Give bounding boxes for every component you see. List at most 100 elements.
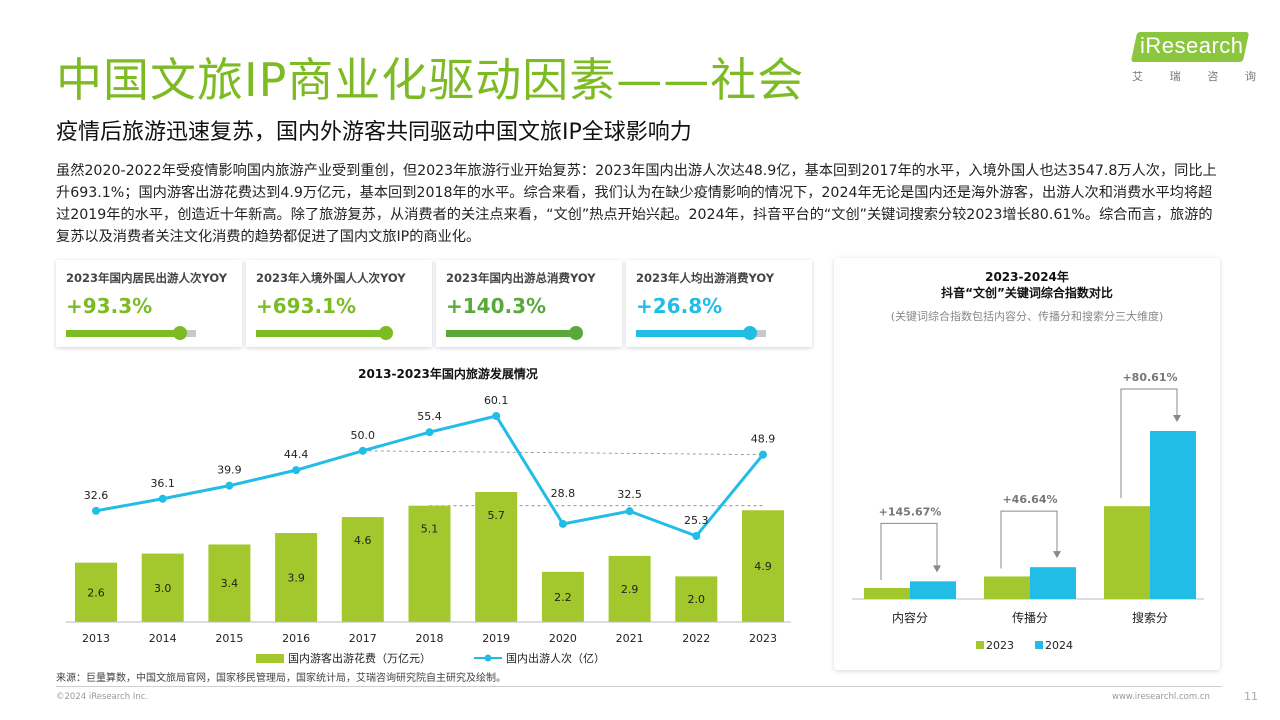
- trips-point: [492, 412, 501, 420]
- annotation-bracket: [880, 522, 938, 580]
- spending-bar: [408, 505, 451, 622]
- spending-bar: [341, 517, 384, 622]
- spending-bar: [275, 533, 318, 622]
- bar-value-label: 2.2: [554, 591, 572, 604]
- trips-value-label: 36.1: [150, 477, 175, 490]
- trips-point: [358, 446, 367, 455]
- reference-line-2017: [362, 450, 764, 456]
- kpi-progress-dot: [379, 326, 393, 340]
- logo-char: 瑞: [1169, 70, 1181, 83]
- trips-point: [92, 506, 100, 515]
- growth-annotation: +80.61%: [1122, 371, 1177, 384]
- bar-2024: [910, 581, 956, 599]
- trips-point: [158, 494, 167, 503]
- logo-char: 艾: [1132, 70, 1143, 83]
- kpi-progress-dot: [743, 326, 758, 340]
- keyword-index-chart: 2023-2024年 抖音“文创”关键词综合指数对比 (关键词综合指数包括内容分…: [852, 269, 1204, 652]
- kpi-progress-dot: [569, 326, 583, 340]
- kpi-card-total-spending: 2023年国内出游总消费YOY +140.3%: [436, 260, 622, 347]
- bar-value-label: 2.6: [87, 586, 105, 599]
- kpi-progress-fill: [446, 330, 576, 337]
- trips-point: [225, 481, 234, 490]
- x-tick-label: 2020: [549, 632, 577, 645]
- bar-value-label: 3.9: [287, 572, 305, 585]
- growth-annotation: +46.64%: [1002, 493, 1057, 506]
- x-tick-label: 2018: [416, 632, 444, 645]
- bar-value-label: 4.9: [754, 560, 772, 573]
- kpi-progress-track: [256, 326, 393, 340]
- x-tick-label: 2016: [282, 632, 310, 645]
- kpi-card-per-capita-spending: 2023年人均出游消费YOY +26.8%: [626, 260, 812, 347]
- tourism-combo-chart: 2013-2023年国内旅游发展情况 2.6 2013 3.0 2014 3.4 2015…: [66, 366, 791, 665]
- x-tick-label: 2022: [682, 632, 710, 645]
- trips-value-label: 28.8: [551, 487, 576, 500]
- kpi-progress-dot: [173, 326, 188, 340]
- trips-value-label: 50.0: [351, 429, 376, 442]
- chart-subtitle: (关键词综合指数包括内容分、传播分和搜索分三大维度): [891, 309, 1164, 323]
- annotation-bracket: [1120, 388, 1178, 499]
- page-title: 中国文旅IP商业化驱动因素——社会: [56, 53, 805, 107]
- footer-divider: [56, 686, 1222, 687]
- growth-annotation: +145.67%: [879, 505, 942, 518]
- trips-point: [759, 450, 767, 459]
- chart-title-line1: 2023-2024年: [985, 269, 1069, 284]
- legend-label-spending: 国内游客出游花费（万亿元）: [288, 651, 431, 665]
- bar-2023: [984, 576, 1030, 599]
- chart-title-line2: 抖音“文创”关键词综合指数对比: [941, 285, 1113, 300]
- x-tick-label: 2014: [149, 632, 177, 645]
- x-tick-label: 内容分: [892, 610, 928, 625]
- copyright: ©2024 iResearch Inc.: [56, 692, 149, 702]
- x-tick-label: 搜索分: [1132, 610, 1168, 625]
- kpi-progress-track: [446, 326, 583, 340]
- kpi-progress-fill: [256, 330, 386, 337]
- x-tick-label: 2021: [616, 632, 644, 645]
- spending-bar: [541, 571, 584, 622]
- logo-char: 咨: [1207, 70, 1219, 83]
- spending-bar: [208, 544, 251, 622]
- trips-point: [558, 519, 567, 528]
- trips-point: [425, 428, 434, 437]
- keyword-marks: 内容分 +145.67% 传播分 +46.64% 搜索分 +80.61%: [852, 371, 1204, 625]
- legend-swatch-2024: [1035, 641, 1043, 649]
- trips-value-label: 32.5: [617, 488, 642, 501]
- bar-value-label: 2.0: [688, 593, 706, 606]
- logo-text: iResearch: [1140, 33, 1244, 58]
- legend-label-2023: 2023: [986, 639, 1014, 652]
- trips-value-label: 60.1: [484, 394, 509, 407]
- spending-bar: [675, 576, 718, 622]
- trips-value-label: 55.4: [417, 410, 442, 423]
- bar-2024: [1150, 431, 1196, 599]
- website-link[interactable]: www.iresearchl.com.cn: [1112, 692, 1210, 702]
- bar-value-label: 2.9: [621, 583, 639, 596]
- legend-swatch-dot: [484, 654, 492, 662]
- spending-bar: [608, 555, 651, 622]
- trips-value-label: 48.9: [751, 433, 776, 446]
- chart-title: 2013-2023年国内旅游发展情况: [358, 366, 538, 381]
- iresearch-logo: iResearch 艾 瑞 咨 询: [1124, 26, 1256, 90]
- trips-point: [625, 507, 634, 516]
- kpi-label: 2023年国内居民出游人次YOY: [66, 271, 228, 285]
- page-subtitle: 疫情后旅游迅速复苏，国内外游客共同驱动中国文旅IP全球影响力: [56, 120, 692, 145]
- chart-legend: 国内游客出游花费（万亿元） 国内出游人次（亿）: [256, 651, 605, 665]
- x-tick-label: 传播分: [1012, 610, 1048, 625]
- chart-legend: 2023 2024: [976, 639, 1073, 652]
- kpi-label: 2023年国内出游总消费YOY: [446, 271, 596, 285]
- x-tick-label: 2015: [215, 632, 243, 645]
- trips-point: [292, 466, 301, 475]
- x-tick-label: 2019: [482, 632, 510, 645]
- spending-bar: [475, 492, 518, 622]
- kpi-progress-fill: [636, 330, 751, 337]
- kpi-value: +26.8%: [636, 294, 723, 318]
- combo-marks: 2.6 2013 3.0 2014 3.4 2015 3.9 2016 4.6 2017 5.1 20…: [66, 394, 791, 645]
- trips-value-label: 39.9: [217, 464, 242, 477]
- trips-point: [692, 532, 701, 540]
- trips-value-label: 25.3: [684, 514, 709, 527]
- logo-char: 询: [1244, 70, 1256, 83]
- kpi-label: 2023年入境外国人人次YOY: [256, 271, 406, 285]
- keyword-index-panel: 2023-2024年 抖音“文创”关键词综合指数对比 (关键词综合指数包括内容分…: [834, 258, 1220, 670]
- kpi-progress-fill: [66, 330, 181, 337]
- x-tick-label: 2017: [349, 632, 377, 645]
- bar-value-label: 5.1: [421, 523, 439, 536]
- bar-value-label: 3.4: [221, 577, 239, 590]
- bar-value-label: 5.7: [487, 509, 505, 522]
